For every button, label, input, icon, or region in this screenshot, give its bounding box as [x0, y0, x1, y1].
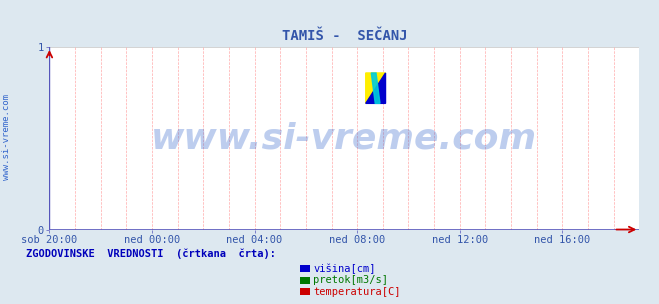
Text: temperatura[C]: temperatura[C]: [313, 287, 401, 297]
Text: višina[cm]: višina[cm]: [313, 264, 376, 274]
Text: pretok[m3/s]: pretok[m3/s]: [313, 275, 388, 285]
Text: www.si-vreme.com: www.si-vreme.com: [152, 121, 537, 155]
Title: TAMIŠ -  SEČANJ: TAMIŠ - SEČANJ: [281, 29, 407, 43]
Text: ZGODOVINSKE  VREDNOSTI  (črtkana  črta):: ZGODOVINSKE VREDNOSTI (črtkana črta):: [26, 248, 276, 259]
Text: www.si-vreme.com: www.si-vreme.com: [2, 94, 11, 180]
